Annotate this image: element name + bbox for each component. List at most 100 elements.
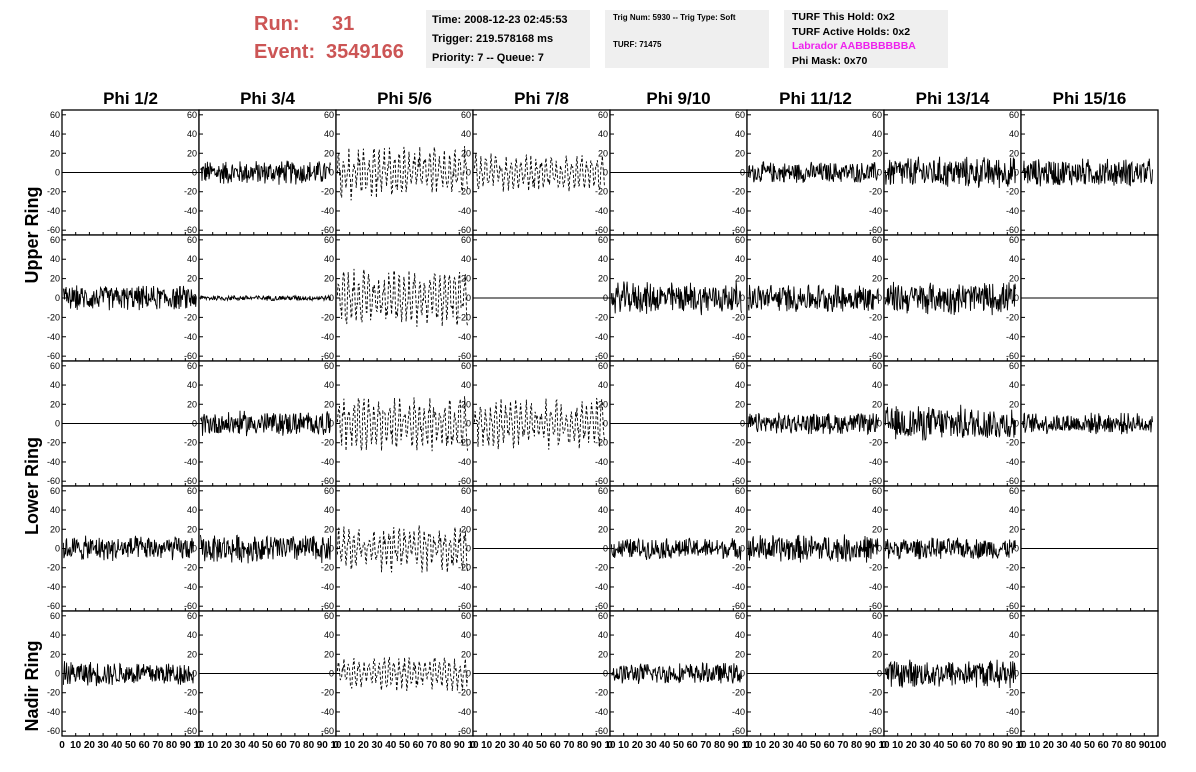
y-tick-label: 0 — [192, 419, 197, 429]
y-tick-label: 0 — [55, 544, 60, 554]
y-tick-label: -40 — [1006, 206, 1019, 216]
waveform-trace — [747, 534, 879, 563]
y-tick-label: 60 — [50, 235, 60, 245]
waveform-trace — [884, 659, 1016, 689]
y-tick-label: 40 — [461, 254, 471, 264]
y-tick-label: 20 — [324, 274, 334, 284]
x-tick-label: 90 — [591, 740, 603, 751]
y-tick-label: -60 — [595, 476, 608, 486]
y-tick-label: 40 — [187, 630, 197, 640]
y-tick-label: 40 — [872, 254, 882, 264]
y-tick-label: 0 — [740, 419, 745, 429]
y-tick-label: 20 — [187, 649, 197, 659]
run-event-info: Run: 31 Event: 3549166 — [254, 10, 404, 66]
y-tick-label: 40 — [735, 129, 745, 139]
y-tick-label: 0 — [603, 293, 608, 303]
y-tick-label: -20 — [321, 187, 334, 197]
x-tick-label: 0 — [607, 740, 613, 751]
y-tick-label: 20 — [324, 649, 334, 659]
y-tick-label: 40 — [1009, 630, 1019, 640]
y-tick-label: 60 — [50, 611, 60, 621]
y-tick-label: 60 — [461, 235, 471, 245]
x-tick-label: 10 — [467, 740, 479, 751]
column-header: Phi 15/16 — [1053, 89, 1127, 108]
y-tick-label: 20 — [461, 148, 471, 158]
y-tick-label: -40 — [1006, 582, 1019, 592]
y-tick-label: 40 — [598, 129, 608, 139]
x-tick-label: 0 — [881, 740, 887, 751]
y-tick-label: 0 — [466, 168, 471, 178]
y-tick-label: 40 — [50, 505, 60, 515]
x-tick-label: 80 — [851, 740, 863, 751]
x-tick-label: 100 — [1150, 740, 1167, 751]
y-tick-label: -60 — [458, 476, 471, 486]
y-tick-label: -60 — [458, 726, 471, 736]
y-tick-label: -40 — [184, 457, 197, 467]
y-tick-label: 60 — [872, 361, 882, 371]
x-tick-label: 10 — [344, 740, 356, 751]
waveform-trace — [884, 156, 1016, 189]
y-tick-label: -40 — [47, 582, 60, 592]
waveform-trace — [1021, 158, 1153, 187]
y-tick-label: -40 — [458, 707, 471, 717]
y-tick-label: -40 — [184, 206, 197, 216]
y-tick-label: 0 — [1014, 168, 1019, 178]
waveform-panel: -60 -40 -20 0 20 40 60 — [1006, 234, 1159, 362]
panel-frame — [746, 360, 885, 487]
y-tick-label: 60 — [872, 611, 882, 621]
x-tick-label: 40 — [522, 740, 534, 751]
y-tick-label: -20 — [321, 438, 334, 448]
y-tick-label: -40 — [595, 332, 608, 342]
y-tick-label: 40 — [324, 630, 334, 640]
y-tick-label: -20 — [869, 563, 882, 573]
y-tick-label: 40 — [872, 380, 882, 390]
y-tick-label: 0 — [740, 544, 745, 554]
x-tick-label: 40 — [659, 740, 671, 751]
x-tick-label: 10 — [741, 740, 753, 751]
panel-frame — [335, 109, 474, 236]
y-tick-label: -20 — [595, 563, 608, 573]
y-tick-label: -60 — [595, 601, 608, 611]
y-tick-label: 20 — [598, 274, 608, 284]
trigger-info-box: Trig Num: 5930 -- Trig Type: Soft TURF: … — [605, 10, 769, 68]
waveform-panel: -60 -40 -20 0 20 40 60 — [47, 485, 200, 612]
y-tick-label: 0 — [466, 544, 471, 554]
y-tick-label: -20 — [732, 187, 745, 197]
y-tick-label: -60 — [732, 601, 745, 611]
y-tick-label: -20 — [869, 187, 882, 197]
y-tick-label: 20 — [461, 649, 471, 659]
y-tick-label: -20 — [595, 187, 608, 197]
waveform-panel: -60 -40 -20 0 20 40 60 — [732, 485, 885, 612]
x-tick-label: 20 — [1043, 740, 1055, 751]
turf-line: TURF: 71475 — [613, 40, 662, 49]
y-tick-label: 20 — [598, 148, 608, 158]
waveform-trace — [1021, 412, 1153, 435]
y-tick-label: 0 — [740, 669, 745, 679]
waveform-trace — [610, 661, 742, 684]
y-tick-label: -60 — [869, 601, 882, 611]
x-tick-label: 50 — [1084, 740, 1096, 751]
waveform-panel: -60 -40 -20 0 20 40 60 — [732, 109, 885, 236]
y-tick-label: 0 — [1014, 293, 1019, 303]
time-info-box: Time: 2008-12-23 02:45:53 Trigger: 219.5… — [426, 10, 590, 68]
y-tick-label: 0 — [740, 293, 745, 303]
y-tick-label: 40 — [50, 254, 60, 264]
phi-mask-line: Phi Mask: 0x70 — [792, 54, 868, 67]
x-tick-label: 80 — [577, 740, 589, 751]
waveform-panel: -60 -40 -20 0 20 40 60 — [184, 360, 337, 487]
x-tick-label: 10 — [1015, 740, 1027, 751]
y-tick-label: 40 — [187, 254, 197, 264]
waveform-panel: -60 -40 -20 0 20 40 60 — [595, 109, 748, 236]
y-tick-label: 0 — [192, 293, 197, 303]
y-tick-label: 60 — [187, 611, 197, 621]
y-tick-label: 60 — [187, 110, 197, 120]
y-tick-label: -40 — [458, 206, 471, 216]
y-tick-label: -40 — [869, 457, 882, 467]
y-tick-label: 20 — [324, 399, 334, 409]
y-tick-label: 60 — [872, 110, 882, 120]
x-tick-label: 30 — [372, 740, 384, 751]
waveform-trace — [610, 537, 742, 560]
waveform-trace — [336, 145, 468, 201]
y-tick-label: 20 — [187, 524, 197, 534]
